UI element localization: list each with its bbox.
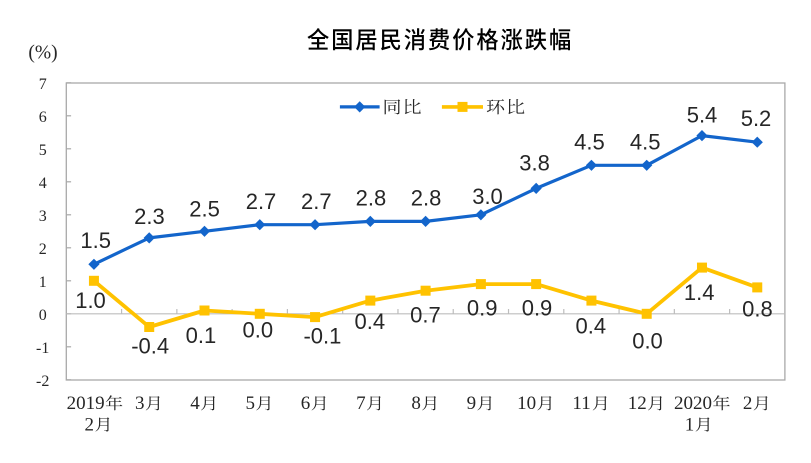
svg-text:1.0: 1.0 xyxy=(75,288,106,313)
svg-text:4.5: 4.5 xyxy=(574,130,605,155)
svg-text:2: 2 xyxy=(743,393,753,414)
svg-text:9: 9 xyxy=(467,393,477,414)
svg-text:-0.4: -0.4 xyxy=(131,333,169,358)
svg-text:0.4: 0.4 xyxy=(355,309,386,334)
svg-text:1: 1 xyxy=(39,274,47,291)
svg-text:-2: -2 xyxy=(36,373,49,390)
svg-text:-0.1: -0.1 xyxy=(303,323,341,348)
svg-text:3: 3 xyxy=(39,208,47,225)
svg-text:0.4: 0.4 xyxy=(576,314,607,339)
svg-text:4: 4 xyxy=(190,393,200,414)
svg-text:2.8: 2.8 xyxy=(356,186,387,211)
svg-text:10: 10 xyxy=(517,393,536,414)
svg-text:2.7: 2.7 xyxy=(301,189,332,214)
svg-text:3: 3 xyxy=(135,393,145,414)
svg-text:5: 5 xyxy=(39,142,47,159)
svg-text:1.4: 1.4 xyxy=(684,280,715,305)
svg-text:1.5: 1.5 xyxy=(80,228,111,253)
svg-text:5.2: 5.2 xyxy=(741,106,772,131)
svg-text:2.8: 2.8 xyxy=(411,186,442,211)
svg-text:0.1: 0.1 xyxy=(186,323,217,348)
svg-text:6: 6 xyxy=(39,109,47,126)
svg-text:0.9: 0.9 xyxy=(467,296,498,321)
svg-text:2.7: 2.7 xyxy=(246,189,277,214)
svg-text:1: 1 xyxy=(685,414,695,435)
svg-text:3.0: 3.0 xyxy=(472,184,503,209)
svg-text:(%): (%) xyxy=(28,42,57,63)
svg-text:0.0: 0.0 xyxy=(243,318,274,343)
svg-text:5.4: 5.4 xyxy=(687,102,718,127)
svg-text:4: 4 xyxy=(39,175,47,192)
svg-text:6: 6 xyxy=(301,393,311,414)
svg-text:0: 0 xyxy=(39,307,47,324)
svg-text:2020: 2020 xyxy=(674,393,712,414)
svg-text:2.5: 2.5 xyxy=(189,196,220,221)
svg-text:2019: 2019 xyxy=(67,393,105,414)
svg-text:3.8: 3.8 xyxy=(519,151,550,176)
svg-text:0.0: 0.0 xyxy=(632,329,663,354)
svg-text:7: 7 xyxy=(356,393,366,414)
svg-text:5: 5 xyxy=(246,393,256,414)
svg-text:-1: -1 xyxy=(36,340,49,357)
svg-text:0.9: 0.9 xyxy=(522,296,553,321)
svg-text:7: 7 xyxy=(39,76,47,93)
svg-text:2.3: 2.3 xyxy=(134,204,165,229)
svg-text:2: 2 xyxy=(39,241,47,258)
svg-text:11: 11 xyxy=(572,393,590,414)
svg-text:0.8: 0.8 xyxy=(742,296,773,321)
svg-text:0.7: 0.7 xyxy=(410,303,441,328)
svg-text:12: 12 xyxy=(628,393,647,414)
svg-text:2: 2 xyxy=(85,414,95,435)
svg-text:4.5: 4.5 xyxy=(630,130,661,155)
svg-text:8: 8 xyxy=(411,393,421,414)
